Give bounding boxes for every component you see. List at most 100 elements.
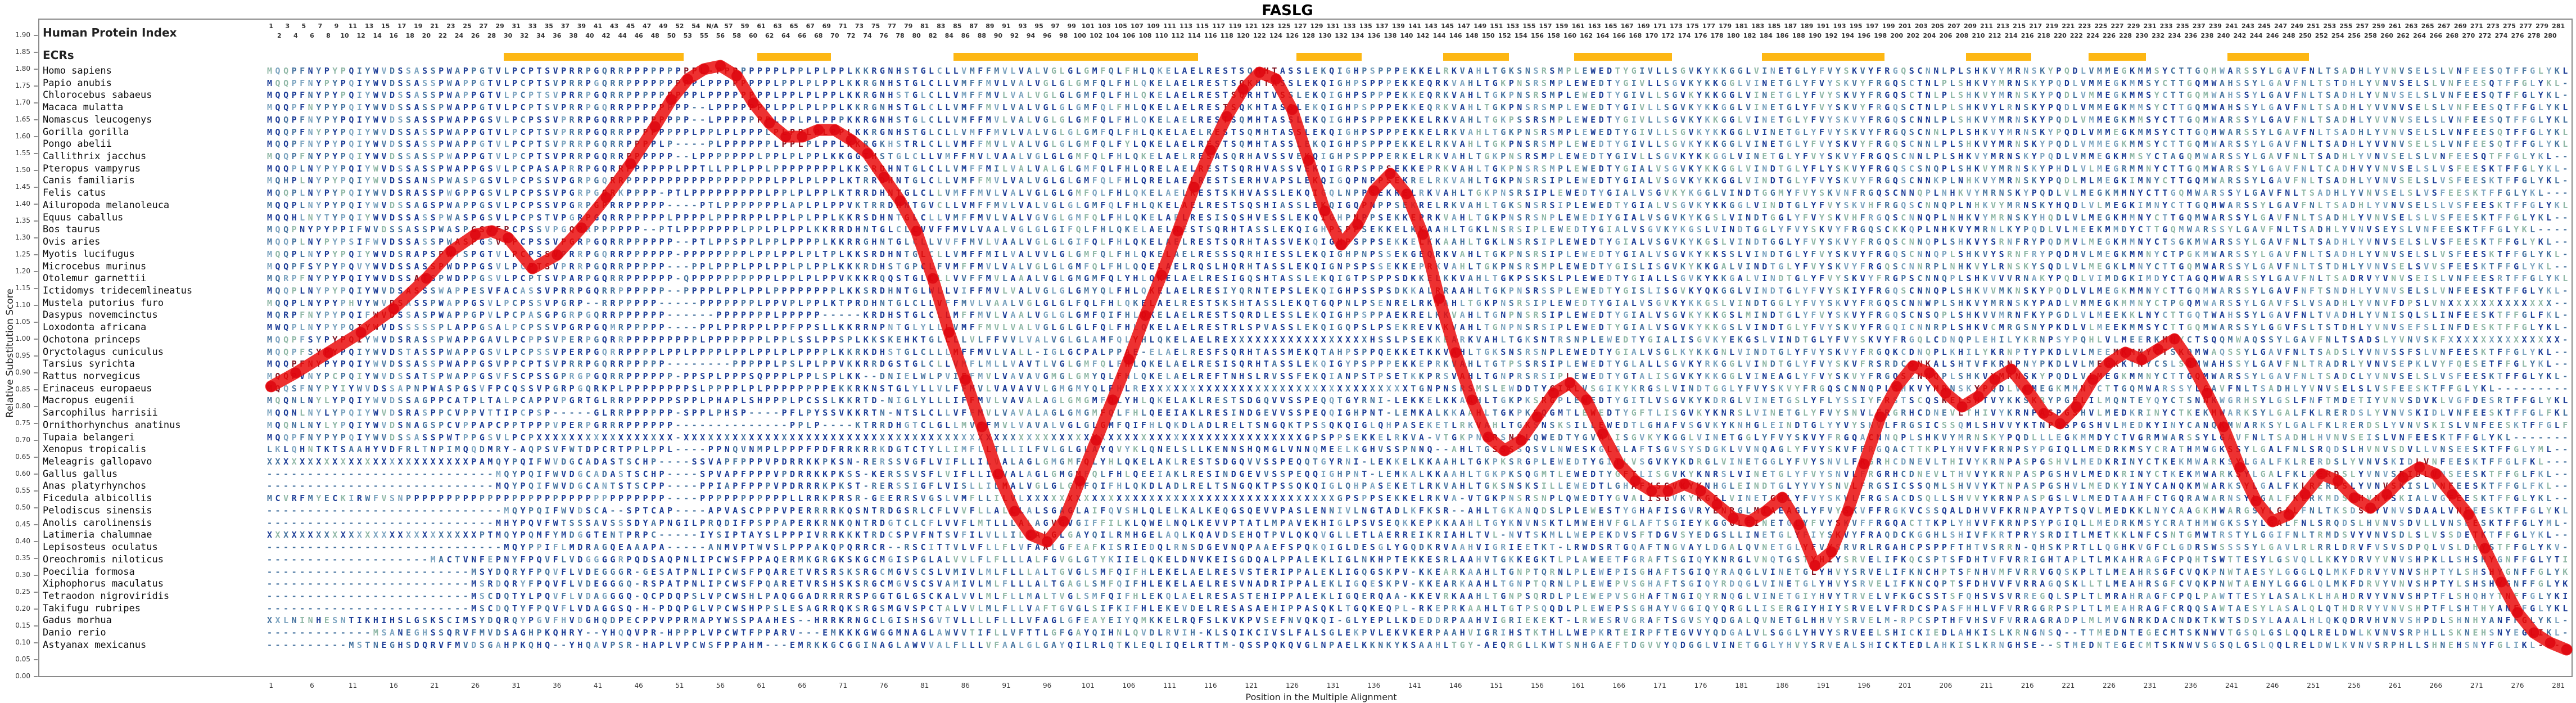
protein-index-number: 237 — [2192, 22, 2206, 30]
y-tick-mark — [34, 389, 38, 390]
species-name: Myotis lucifugus — [43, 248, 135, 260]
x-tick-label: 276 — [2511, 682, 2524, 690]
protein-index-number: 92 — [1010, 32, 1019, 39]
y-tick-label: 0.35 — [15, 554, 30, 562]
y-tick-mark — [34, 406, 38, 407]
protein-index-number: 197 — [1865, 22, 1879, 30]
protein-index-number: 193 — [1833, 22, 1846, 30]
protein-index-number: 82 — [928, 32, 937, 39]
species-name: Tupaia belangeri — [43, 431, 135, 443]
protein-index-number: 112 — [1171, 32, 1185, 39]
protein-index-number: 212 — [1988, 32, 2001, 39]
protein-index-number: 235 — [2176, 22, 2189, 30]
y-tick-label: 1.65 — [15, 115, 30, 123]
species-name: Sarcophilus harrisii — [43, 407, 158, 419]
protein-index-number: 258 — [2363, 32, 2377, 39]
protein-index-number: 230 — [2135, 32, 2149, 39]
protein-index-number: 42 — [602, 32, 611, 39]
protein-index-number: 85 — [953, 22, 962, 30]
y-tick-label: 0.30 — [15, 571, 30, 579]
y-tick-mark — [34, 372, 38, 373]
x-tick-label: 176 — [1694, 682, 1707, 690]
x-tick-label: 261 — [2388, 682, 2402, 690]
protein-index-number: 60 — [748, 32, 758, 39]
species-name: Loxodonta africana — [43, 322, 147, 334]
y-tick-mark — [34, 237, 38, 238]
x-tick-label: 46 — [634, 682, 643, 690]
protein-index-number: 211 — [1980, 22, 1994, 30]
x-tick-label: 126 — [1286, 682, 1299, 690]
protein-index-number: 44 — [618, 32, 627, 39]
protein-index-number: N/A — [706, 22, 718, 30]
ecr-region-bar — [757, 53, 831, 61]
x-tick-label: 251 — [2307, 682, 2320, 690]
y-tick-mark — [34, 187, 38, 188]
species-name: Canis familiaris — [43, 175, 135, 187]
y-tick-mark — [34, 490, 38, 492]
sequence-row: MQQPFNYPYPQIYWVDSSASSPWAPPGTVLPCPTSVPRRP… — [267, 66, 2571, 76]
protein-index-number: 152 — [1498, 32, 1511, 39]
protein-index-number: 14 — [373, 32, 382, 39]
protein-index-number: 279 — [2536, 22, 2549, 30]
protein-index-number: 114 — [1187, 32, 1201, 39]
protein-index-number: 111 — [1163, 22, 1177, 30]
species-name: Ficedula albicollis — [43, 493, 152, 504]
sequence-row: MQQPFNYPYPQIYWVDSSASSPWAPPGTVLPCPTSVPRRP… — [267, 102, 2571, 113]
species-name: Tarsius syrichta — [43, 358, 135, 370]
y-tick-label: 1.85 — [15, 48, 30, 56]
x-tick-label: 121 — [1245, 682, 1258, 690]
protein-index-number: 39 — [577, 22, 586, 30]
y-tick-mark — [34, 507, 38, 508]
protein-index-number: 172 — [1661, 32, 1675, 39]
protein-index-number: 52 — [675, 22, 684, 30]
human-protein-index-label: Human Protein Index — [43, 26, 177, 39]
x-tick-label: 66 — [798, 682, 807, 690]
protein-index-number: 156 — [1530, 32, 1544, 39]
protein-index-number: 179 — [1719, 22, 1732, 30]
species-name: Ornithorhynchus anatinus — [43, 419, 181, 431]
y-tick-label: 1.55 — [15, 149, 30, 157]
protein-index-number: 86 — [961, 32, 970, 39]
species-name: Erinaceus europaeus — [43, 382, 152, 394]
protein-index-number: 207 — [1947, 22, 1960, 30]
sequence-row: -------------------------MSYDQRYFPQVFLVD… — [267, 566, 2571, 577]
x-tick-label: 96 — [1042, 682, 1052, 690]
species-name: Macropus eugenii — [43, 395, 135, 407]
protein-index-number: 245 — [2258, 22, 2271, 30]
y-tick-mark — [34, 288, 38, 289]
protein-index-number: 1 — [269, 22, 274, 30]
x-tick-label: 31 — [512, 682, 521, 690]
protein-index-number: 272 — [2478, 32, 2492, 39]
protein-index-number: 75 — [871, 22, 880, 30]
y-tick-mark — [34, 423, 38, 424]
protein-index-number: 43 — [609, 22, 619, 30]
protein-index-number: 94 — [1026, 32, 1036, 39]
protein-index-number: 121 — [1245, 22, 1258, 30]
protein-index-number: 157 — [1539, 22, 1552, 30]
species-name: Rattus norvegicus — [43, 371, 141, 382]
ecr-region-bar — [1966, 53, 2032, 61]
protein-index-number: 119 — [1228, 22, 1242, 30]
y-tick-label: 0.80 — [15, 402, 30, 410]
y-tick-label: 1.50 — [15, 166, 30, 174]
protein-index-number: 260 — [2380, 32, 2394, 39]
protein-index-number: 142 — [1416, 32, 1430, 39]
species-name: Oryctolagus cuniculus — [43, 346, 164, 358]
x-tick-label: 86 — [961, 682, 970, 690]
protein-index-number: 244 — [2249, 32, 2263, 39]
sequence-row: MQQPFNYPYPQIYWVDSSASSPWAPPGTVLPCPTSVPRRP… — [267, 90, 2571, 101]
protein-index-number: 233 — [2159, 22, 2173, 30]
y-tick-label: 1.80 — [15, 65, 30, 73]
species-name: Gallus gallus — [43, 468, 118, 480]
x-axis-title: Position in the Multiple Alignment — [1245, 692, 1397, 702]
x-tick-label: 41 — [593, 682, 603, 690]
protein-index-number: 180 — [1727, 32, 1740, 39]
protein-index-number: 227 — [2110, 22, 2124, 30]
protein-index-number: 116 — [1204, 32, 1217, 39]
protein-index-number: 66 — [798, 32, 807, 39]
x-tick-label: 71 — [838, 682, 847, 690]
protein-index-number: 224 — [2086, 32, 2099, 39]
sequence-row: LKLQHNTKTSAAHYVDFRLTNPIMQQDMRY-AQPSVFWTD… — [267, 444, 2571, 455]
y-tick-label: 0.90 — [15, 368, 30, 376]
x-tick-label: 76 — [879, 682, 888, 690]
